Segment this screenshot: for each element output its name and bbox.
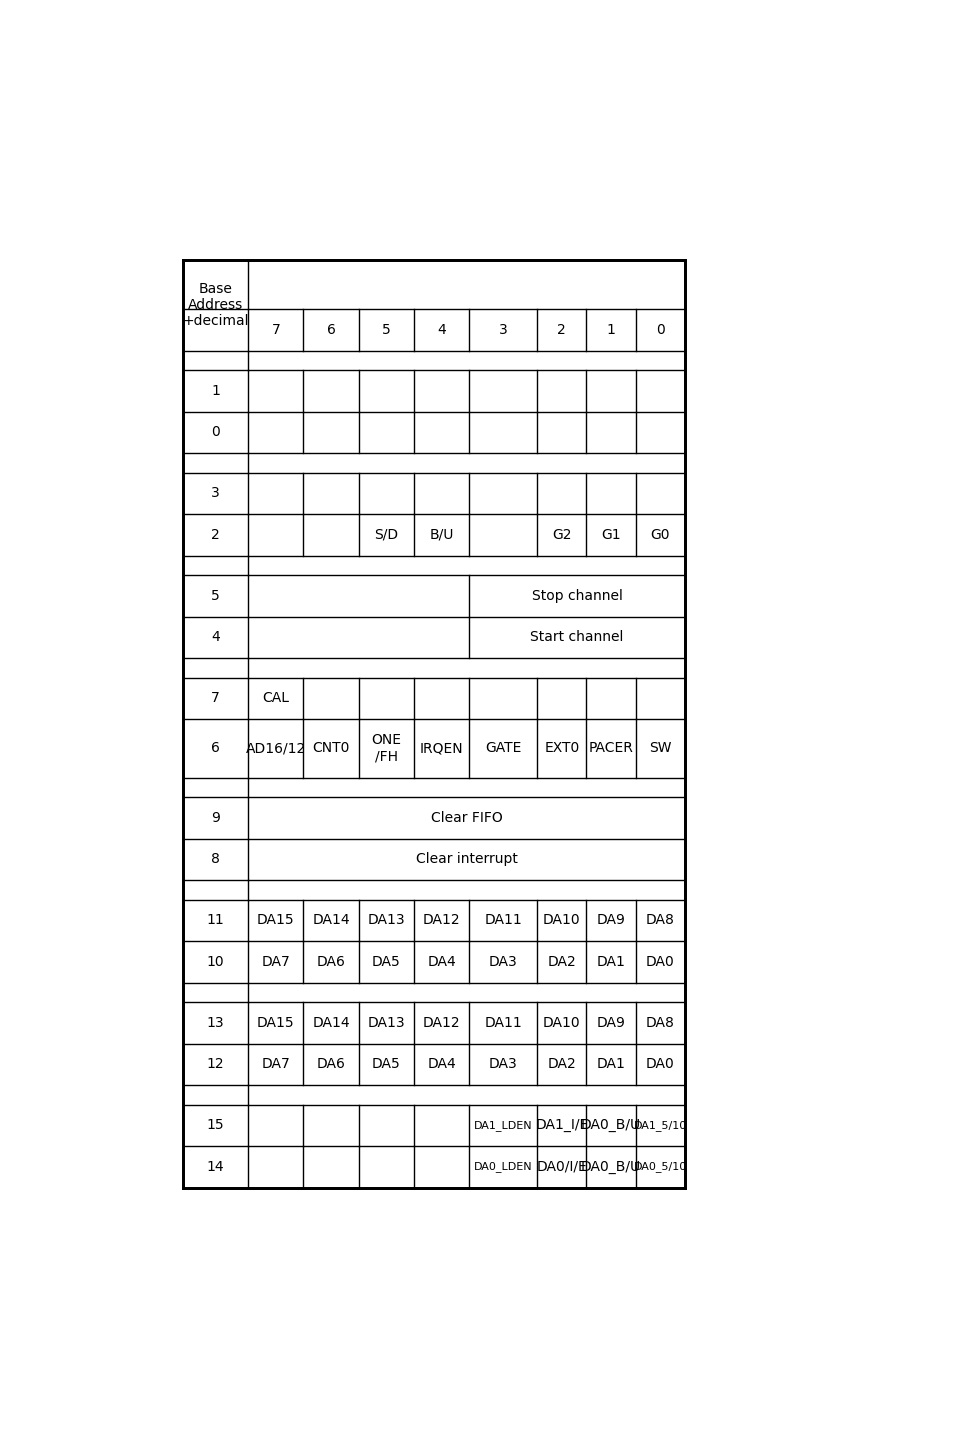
Text: DA15: DA15: [256, 913, 294, 928]
Text: PACER: PACER: [588, 741, 633, 756]
Text: DA14: DA14: [312, 1015, 350, 1030]
Text: 3: 3: [211, 486, 219, 500]
Text: 1: 1: [211, 384, 220, 397]
Text: 7: 7: [211, 691, 219, 706]
Text: Start channel: Start channel: [530, 631, 623, 644]
Text: DA8: DA8: [645, 913, 674, 928]
Text: AD16/12: AD16/12: [246, 741, 306, 756]
Text: EXT0: EXT0: [543, 741, 578, 756]
Text: CAL: CAL: [262, 691, 289, 706]
Text: DA0_LDEN: DA0_LDEN: [474, 1162, 532, 1173]
Bar: [183, 260, 684, 1187]
Text: DA2: DA2: [547, 955, 576, 969]
Text: GATE: GATE: [484, 741, 521, 756]
Text: 6: 6: [211, 741, 220, 756]
Text: DA5: DA5: [372, 955, 400, 969]
Text: 4: 4: [436, 323, 446, 337]
Text: DA1: DA1: [596, 1057, 625, 1071]
Text: DA8: DA8: [645, 1015, 674, 1030]
Text: DA1_5/10: DA1_5/10: [633, 1120, 686, 1131]
Text: DA0_5/10: DA0_5/10: [633, 1162, 686, 1173]
Text: DA14: DA14: [312, 913, 350, 928]
Text: S/D: S/D: [374, 528, 398, 542]
Text: 5: 5: [211, 589, 219, 602]
Text: DA4: DA4: [427, 1057, 456, 1071]
Text: DA9: DA9: [596, 1015, 625, 1030]
Text: DA3: DA3: [488, 1057, 517, 1071]
Text: 0: 0: [211, 426, 219, 439]
Text: G1: G1: [600, 528, 620, 542]
Text: DA0: DA0: [645, 955, 674, 969]
Text: 15: 15: [207, 1119, 224, 1133]
Text: 1: 1: [606, 323, 615, 337]
Text: DA11: DA11: [484, 1015, 521, 1030]
Text: DA0_B/U: DA0_B/U: [580, 1160, 640, 1174]
Text: 12: 12: [207, 1057, 224, 1071]
Text: SW: SW: [648, 741, 671, 756]
Text: CNT0: CNT0: [312, 741, 350, 756]
Text: DA1: DA1: [596, 955, 625, 969]
Text: B/U: B/U: [429, 528, 454, 542]
Text: 5: 5: [381, 323, 391, 337]
Text: DA6: DA6: [316, 1057, 345, 1071]
Text: 4: 4: [211, 631, 219, 644]
Text: 3: 3: [498, 323, 507, 337]
Text: DA0_B/U: DA0_B/U: [580, 1119, 640, 1133]
Text: DA15: DA15: [256, 1015, 294, 1030]
Text: 8: 8: [211, 852, 220, 866]
Text: DA3: DA3: [488, 955, 517, 969]
Text: ONE
/FH: ONE /FH: [371, 733, 401, 763]
Text: DA12: DA12: [422, 913, 460, 928]
Text: G0: G0: [650, 528, 669, 542]
Text: DA4: DA4: [427, 955, 456, 969]
Text: DA0/I/E: DA0/I/E: [536, 1160, 587, 1174]
Text: DA10: DA10: [542, 1015, 580, 1030]
Text: DA10: DA10: [542, 913, 580, 928]
Text: DA7: DA7: [261, 955, 290, 969]
Text: 14: 14: [207, 1160, 224, 1174]
Text: 0: 0: [656, 323, 664, 337]
Text: Clear interrupt: Clear interrupt: [416, 852, 517, 866]
Text: 6: 6: [326, 323, 335, 337]
Text: DA13: DA13: [367, 1015, 405, 1030]
Text: DA0: DA0: [645, 1057, 674, 1071]
Text: DA1_LDEN: DA1_LDEN: [474, 1120, 532, 1131]
Text: IRQEN: IRQEN: [419, 741, 463, 756]
Text: 2: 2: [557, 323, 566, 337]
Text: 9: 9: [211, 810, 220, 825]
Text: Clear FIFO: Clear FIFO: [430, 810, 502, 825]
Text: DA9: DA9: [596, 913, 625, 928]
Text: DA6: DA6: [316, 955, 345, 969]
Text: DA11: DA11: [484, 913, 521, 928]
Text: DA13: DA13: [367, 913, 405, 928]
Text: DA12: DA12: [422, 1015, 460, 1030]
Text: 13: 13: [207, 1015, 224, 1030]
Text: 7: 7: [272, 323, 280, 337]
Text: 11: 11: [207, 913, 224, 928]
Text: G2: G2: [552, 528, 571, 542]
Text: DA2: DA2: [547, 1057, 576, 1071]
Text: DA5: DA5: [372, 1057, 400, 1071]
Text: 2: 2: [211, 528, 219, 542]
Text: Base
Address
+decimal: Base Address +decimal: [182, 282, 249, 328]
Text: DA1_I/E: DA1_I/E: [535, 1119, 588, 1133]
Text: DA7: DA7: [261, 1057, 290, 1071]
Text: Stop channel: Stop channel: [531, 589, 622, 602]
Text: 10: 10: [207, 955, 224, 969]
